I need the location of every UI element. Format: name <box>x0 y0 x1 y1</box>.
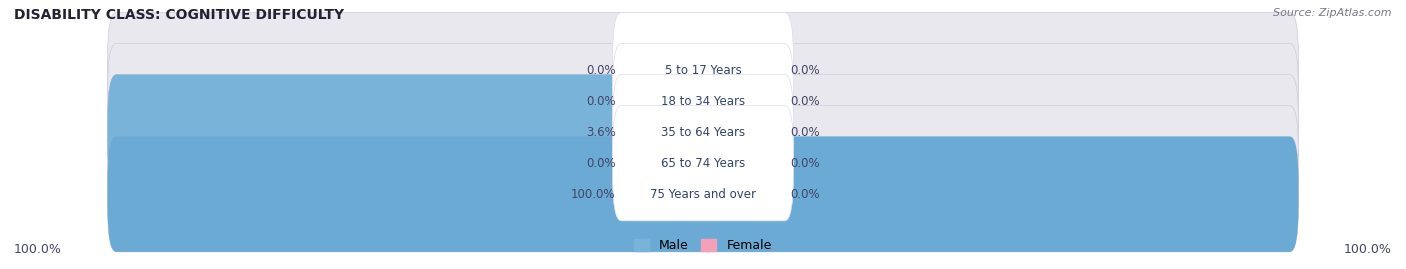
Text: 0.0%: 0.0% <box>790 188 820 201</box>
FancyBboxPatch shape <box>107 75 1299 190</box>
FancyBboxPatch shape <box>613 105 793 221</box>
FancyBboxPatch shape <box>107 105 1299 221</box>
Text: 0.0%: 0.0% <box>586 64 616 77</box>
Text: Source: ZipAtlas.com: Source: ZipAtlas.com <box>1274 8 1392 18</box>
Text: 3.6%: 3.6% <box>586 126 616 139</box>
Text: 0.0%: 0.0% <box>586 157 616 170</box>
FancyBboxPatch shape <box>613 75 793 190</box>
Text: 100.0%: 100.0% <box>571 188 616 201</box>
FancyBboxPatch shape <box>613 12 793 128</box>
Text: 0.0%: 0.0% <box>586 95 616 108</box>
Text: 65 to 74 Years: 65 to 74 Years <box>661 157 745 170</box>
FancyBboxPatch shape <box>107 136 1299 252</box>
FancyBboxPatch shape <box>107 136 1299 252</box>
Text: 0.0%: 0.0% <box>790 157 820 170</box>
Text: 18 to 34 Years: 18 to 34 Years <box>661 95 745 108</box>
Text: 0.0%: 0.0% <box>790 126 820 139</box>
Text: 5 to 17 Years: 5 to 17 Years <box>665 64 741 77</box>
FancyBboxPatch shape <box>613 44 793 159</box>
Text: 0.0%: 0.0% <box>790 95 820 108</box>
FancyBboxPatch shape <box>107 44 1299 159</box>
FancyBboxPatch shape <box>107 12 1299 128</box>
FancyBboxPatch shape <box>107 75 648 190</box>
Text: 35 to 64 Years: 35 to 64 Years <box>661 126 745 139</box>
Text: 0.0%: 0.0% <box>790 64 820 77</box>
Text: 100.0%: 100.0% <box>1344 243 1392 256</box>
Legend: Male, Female: Male, Female <box>634 239 772 252</box>
Text: 75 Years and over: 75 Years and over <box>650 188 756 201</box>
Text: 100.0%: 100.0% <box>14 243 62 256</box>
Text: DISABILITY CLASS: COGNITIVE DIFFICULTY: DISABILITY CLASS: COGNITIVE DIFFICULTY <box>14 8 344 22</box>
